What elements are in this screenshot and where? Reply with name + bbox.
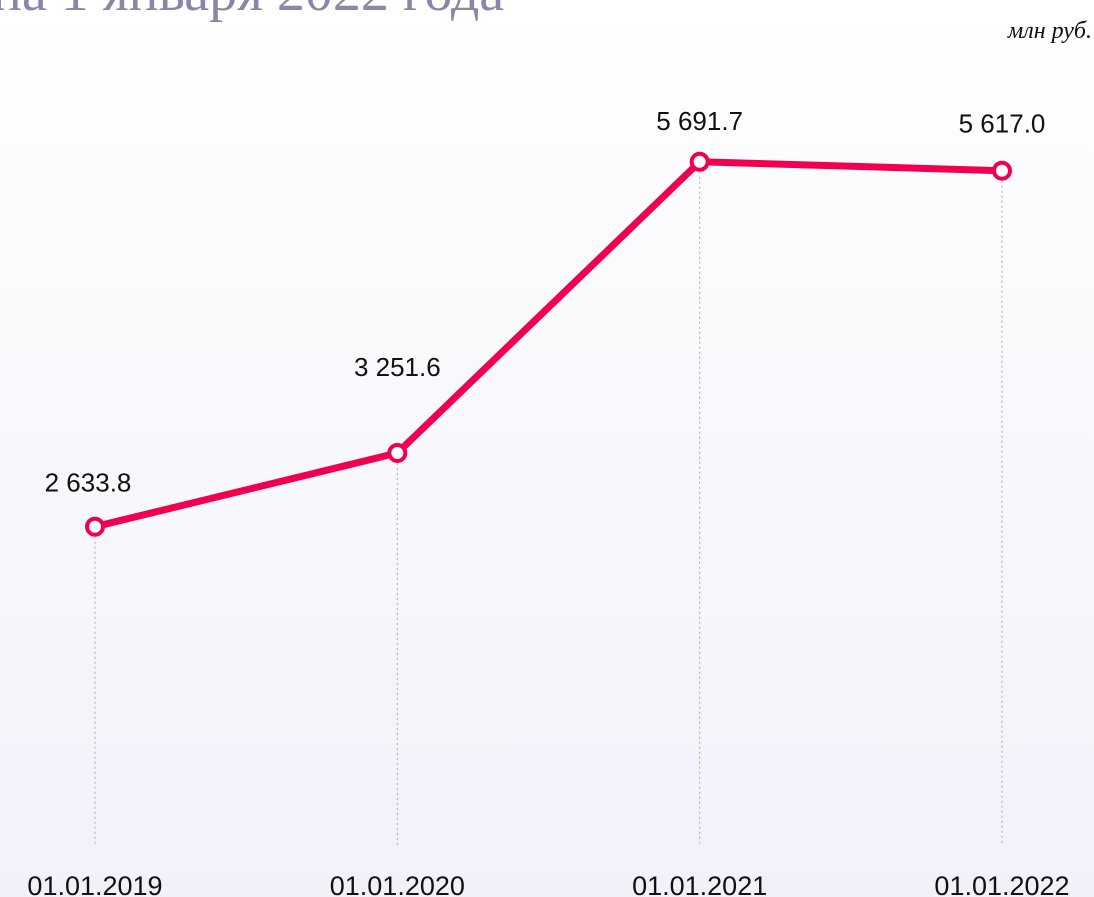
chart-title: на 1 января 2022 года	[0, 0, 504, 23]
point	[85, 516, 105, 537]
data-label: 3 251.6	[354, 352, 441, 382]
data-label: 5 691.7	[656, 106, 743, 136]
point	[689, 151, 710, 172]
point	[387, 442, 408, 463]
x-tick-label: 01.01.2022	[934, 871, 1069, 897]
unit-label: млн руб.	[1007, 18, 1092, 44]
x-tick-label: 01.01.2019	[27, 871, 162, 897]
line	[94, 158, 1003, 531]
x-tick-label: 01.01.2021	[632, 871, 767, 897]
point	[992, 160, 1012, 181]
x-tick-label: 01.01.2020	[330, 871, 465, 897]
data-label: 5 617.0	[959, 109, 1046, 139]
data-label: 2 633.8	[45, 468, 132, 498]
